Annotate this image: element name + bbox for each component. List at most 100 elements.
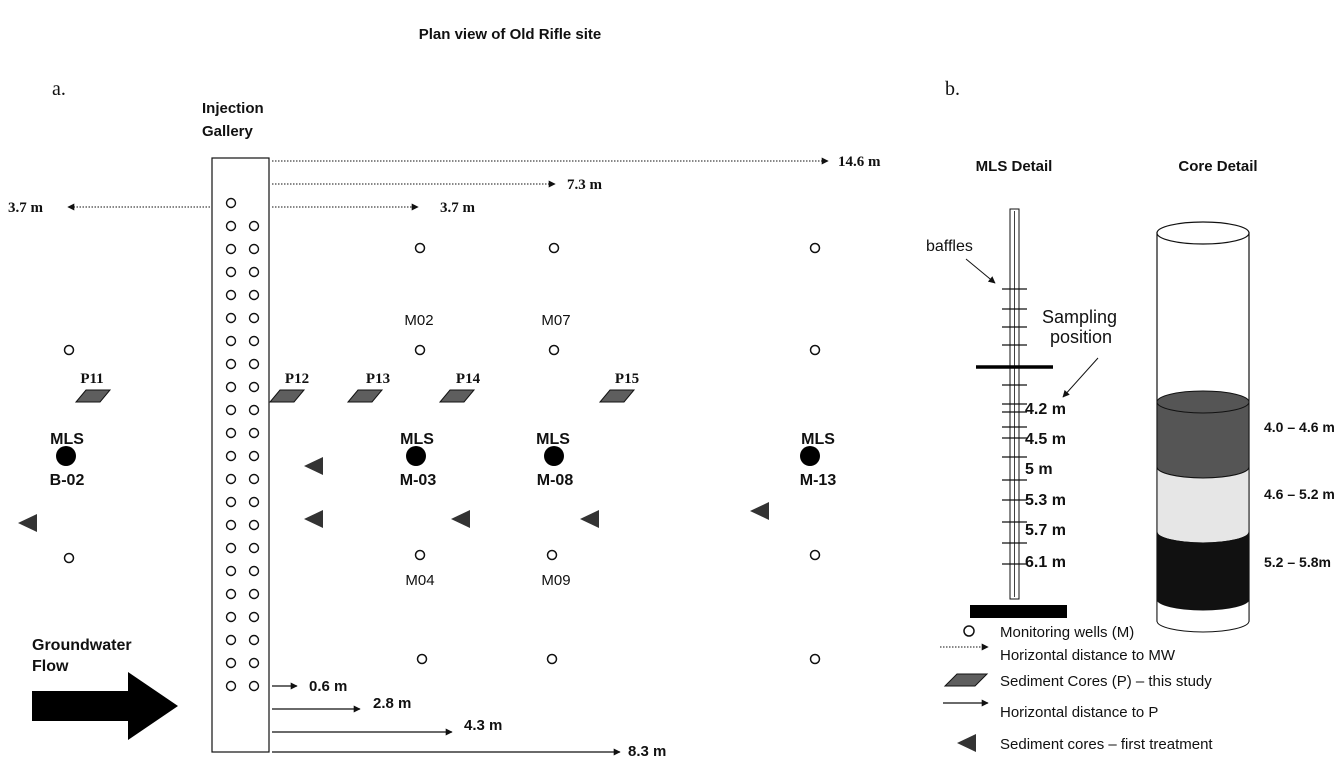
injection-well — [225, 634, 237, 646]
injection-well — [225, 565, 237, 577]
legend-well-icon — [963, 625, 975, 637]
injection-well — [248, 588, 260, 600]
monitoring-well — [416, 653, 428, 665]
legend-distance-mw: Horizontal distance to MW — [1000, 647, 1176, 664]
core-range-1: 4.0 – 4.6 m — [1264, 419, 1335, 435]
baffles-pointer — [965, 258, 996, 284]
injection-well — [248, 381, 260, 393]
panel-a: a. Injection Gallery 14.6 m 7.3 m 3.7 m … — [8, 78, 881, 759]
mls-m-08: MLS M-08 — [536, 431, 573, 489]
injection-wells — [225, 197, 260, 692]
injection-well — [248, 427, 260, 439]
mls-marker — [544, 446, 564, 466]
injection-well — [225, 289, 237, 301]
injection-well — [248, 312, 260, 324]
depth-5-7: 5.7 m — [1025, 522, 1066, 539]
well-label-m04: M04 — [405, 572, 434, 589]
injection-well — [248, 358, 260, 370]
legend-triangle-icon — [957, 734, 976, 752]
mls-b-02: MLS B-02 — [50, 431, 85, 489]
injection-well — [225, 312, 237, 324]
mls-baffle-ticks — [1002, 288, 1027, 565]
core-band-top — [1156, 390, 1250, 414]
injection-well — [225, 473, 237, 485]
mw-distance-3-7-right: 3.7 m — [440, 200, 476, 216]
mw-distance-3-7-left: 3.7 m — [8, 200, 44, 216]
p-distance-8-3: 8.3 m — [628, 743, 666, 759]
first-treatment-core — [580, 510, 599, 528]
injection-well — [225, 657, 237, 669]
mls-word: MLS — [400, 431, 434, 448]
mls-base — [970, 605, 1067, 618]
depth-5: 5 m — [1025, 461, 1053, 478]
first-treatment-core — [304, 510, 323, 528]
injection-well — [225, 220, 237, 232]
injection-well — [225, 197, 237, 209]
monitoring-well — [414, 549, 426, 561]
first-treatment-core — [18, 514, 37, 532]
injection-well — [225, 496, 237, 508]
legend: Monitoring wells (M) Horizontal distance… — [940, 624, 1213, 753]
injection-well — [225, 427, 237, 439]
legend-sediment-cores: Sediment Cores (P) – this study — [1000, 673, 1212, 690]
core-detail-title: Core Detail — [1178, 158, 1257, 175]
monitoring-well — [809, 653, 821, 665]
monitoring-well — [548, 344, 560, 356]
injection-well — [225, 266, 237, 278]
mls-id: M-13 — [800, 472, 837, 489]
monitoring-well — [63, 552, 75, 564]
injection-well — [248, 519, 260, 531]
p-distance-2-8: 2.8 m — [373, 695, 411, 712]
core-label-p13: P13 — [366, 371, 390, 387]
core-label-p12: P12 — [285, 371, 309, 387]
legend-first-treatment: Sediment cores – first treatment — [1000, 736, 1213, 753]
core-range-2: 4.6 – 5.2 m — [1264, 486, 1335, 502]
sediment-cores — [74, 389, 636, 403]
well-label-m09: M09 — [541, 572, 570, 589]
injection-well — [248, 220, 260, 232]
core-bottom — [1156, 598, 1250, 633]
monitoring-well — [546, 549, 558, 561]
sampling-position-line2: position — [1050, 327, 1112, 347]
injection-well — [248, 404, 260, 416]
well-label-m02: M02 — [404, 312, 433, 329]
p-distance-0-6: 0.6 m — [309, 678, 347, 695]
mls-detail: 4.2 m 4.5 m 5 m 5.3 m 5.7 m 6.1 m baffle… — [926, 208, 1117, 618]
injection-well — [225, 542, 237, 554]
flow-label-line2: Flow — [32, 658, 69, 675]
first-treatment-core — [750, 502, 769, 520]
sampling-position-pointer — [1062, 357, 1099, 398]
injection-well — [248, 542, 260, 554]
mls-word: MLS — [801, 431, 835, 448]
monitoring-well — [809, 549, 821, 561]
gallery-label-line1: Injection — [202, 100, 264, 117]
mls-detail-title: MLS Detail — [976, 158, 1053, 175]
monitoring-well — [548, 242, 560, 254]
p-distance-4-3: 4.3 m — [464, 717, 502, 734]
monitoring-well — [63, 344, 75, 356]
legend-distance-p: Horizontal distance to P — [1000, 704, 1158, 721]
core-detail: 4.0 – 4.6 m 4.6 – 5.2 m 5.2 – 5.8m — [1156, 221, 1335, 633]
mw-distance-14-6: 14.6 m — [838, 154, 881, 170]
mls-marker — [56, 446, 76, 466]
gallery-label-line2: Gallery — [202, 123, 254, 140]
panel-b: b. MLS Detail Core Detail — [926, 78, 1335, 753]
monitoring-well — [809, 242, 821, 254]
injection-well — [248, 289, 260, 301]
injection-well — [225, 611, 237, 623]
sediment-core-p14 — [438, 389, 476, 403]
monitoring-well — [546, 653, 558, 665]
injection-well — [248, 473, 260, 485]
injection-well — [248, 611, 260, 623]
monitoring-well — [414, 344, 426, 356]
depth-5-3: 5.3 m — [1025, 492, 1066, 509]
mls-word: MLS — [536, 431, 570, 448]
monitoring-well — [809, 344, 821, 356]
injection-well — [248, 680, 260, 692]
injection-well — [248, 335, 260, 347]
mw-distance-7-3: 7.3 m — [567, 177, 603, 193]
first-treatment-core — [304, 457, 323, 475]
depth-4-2: 4.2 m — [1025, 401, 1066, 418]
injection-well — [225, 404, 237, 416]
